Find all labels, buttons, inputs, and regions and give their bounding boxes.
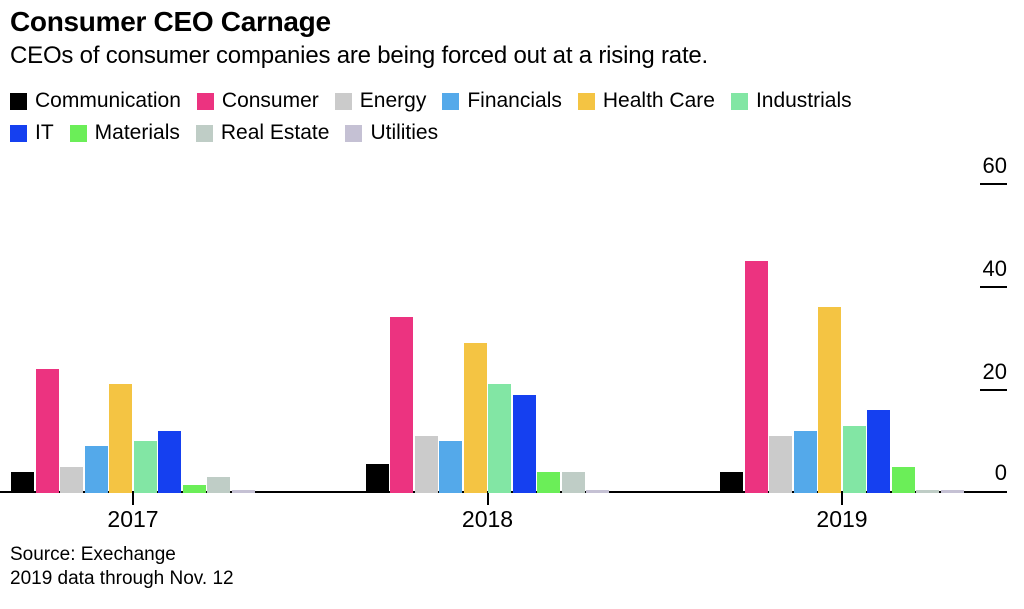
bar-health-care-2018	[463, 343, 487, 493]
x-tick-label-2019: 2019	[816, 506, 868, 532]
x-tick-mark-2019	[841, 493, 843, 505]
legend-item-it: IT	[10, 121, 54, 145]
legend-item-energy: Energy	[334, 89, 427, 113]
legend-label-communication: Communication	[35, 89, 181, 112]
bar-industrials-2017	[133, 441, 157, 493]
legend-row-1: Communication Consumer Energy Financials Hea…	[10, 89, 868, 113]
bar-utilities-2018	[586, 489, 610, 493]
y-tick-mark-60	[980, 182, 1007, 185]
bar-energy-2017	[60, 466, 84, 493]
bar-energy-2019	[769, 435, 793, 493]
y-tick-mark-40	[980, 285, 1007, 288]
chart-legend: Communication Consumer Energy Financials Hea…	[10, 89, 868, 153]
bar-real-estate-2019	[916, 489, 940, 493]
legend-item-industrials: Industrials	[730, 89, 852, 113]
legend-label-energy: Energy	[359, 89, 427, 112]
bar-energy-2018	[414, 435, 438, 493]
source-line-2: 2019 data through Nov. 12	[10, 568, 234, 589]
legend-item-real-estate: Real Estate	[195, 121, 330, 145]
y-tick-label-40: 40	[982, 255, 1007, 281]
legend-swatch-industrials	[730, 92, 748, 110]
legend-swatch-utilities	[345, 124, 363, 142]
legend-swatch-financials	[442, 92, 460, 110]
y-tick-label-0: 0	[994, 460, 1007, 485]
legend-label-consumer: Consumer	[221, 89, 319, 112]
bar-it-2019	[867, 410, 891, 493]
bar-financials-2019	[793, 430, 817, 493]
bar-consumer-2017	[35, 368, 59, 493]
legend-label-financials: Financials	[467, 89, 562, 112]
bar-health-care-2017	[109, 384, 133, 493]
bar-it-2018	[512, 394, 536, 493]
legend-swatch-it	[10, 124, 27, 142]
bar-communication-2019	[720, 471, 744, 493]
legend-row-2: IT Materials Real Estate Utilities	[10, 121, 868, 145]
legend-label-real-estate: Real Estate	[220, 121, 330, 144]
source-note: Source: Exechange 2019 data through Nov.…	[10, 543, 234, 591]
chart-subtitle: CEOs of consumer companies are being for…	[10, 42, 709, 69]
legend-item-materials: Materials	[69, 121, 180, 145]
bar-industrials-2019	[842, 425, 866, 493]
legend-item-financials: Financials	[442, 89, 562, 113]
y-tick-label-60: 60	[982, 152, 1007, 178]
legend-swatch-energy	[334, 92, 352, 110]
y-tick-mark-20	[980, 388, 1007, 391]
bar-materials-2017	[182, 484, 206, 493]
bar-it-2017	[158, 430, 182, 493]
legend-label-industrials: Industrials	[755, 89, 852, 112]
x-tick-mark-2018	[486, 493, 489, 505]
bar-health-care-2019	[818, 307, 842, 493]
bar-consumer-2019	[744, 260, 768, 493]
bar-industrials-2018	[488, 384, 512, 493]
legend-item-utilities: Utilities	[345, 121, 438, 145]
source-line-1: Source: Exechange	[10, 544, 176, 565]
bar-materials-2018	[537, 471, 561, 493]
bar-financials-2018	[439, 441, 463, 493]
bar-financials-2017	[84, 446, 108, 493]
bar-communication-2018	[365, 464, 389, 493]
x-tick-label-2017: 2017	[107, 506, 159, 532]
legend-swatch-health-care	[577, 92, 595, 110]
bar-consumer-2018	[390, 317, 414, 493]
legend-label-materials: Materials	[94, 121, 180, 144]
bar-communication-2017	[11, 471, 35, 493]
legend-swatch-communication	[10, 92, 27, 110]
bar-utilities-2017	[231, 489, 255, 493]
bar-materials-2019	[891, 466, 915, 493]
x-tick-label-2018: 2018	[461, 506, 514, 532]
legend-item-consumer: Consumer	[196, 89, 319, 113]
bar-real-estate-2017	[207, 477, 231, 493]
y-tick-label-20: 20	[982, 358, 1007, 384]
legend-item-health-care: Health Care	[577, 89, 715, 113]
legend-label-it: IT	[35, 121, 54, 144]
bar-real-estate-2018	[561, 471, 585, 493]
legend-label-utilities: Utilities	[370, 121, 439, 144]
legend-swatch-consumer	[196, 92, 214, 110]
legend-swatch-materials	[69, 124, 87, 142]
bar-utilities-2019	[940, 489, 964, 493]
chart-title: Consumer CEO Carnage	[10, 6, 331, 37]
legend-item-communication: Communication	[10, 89, 181, 113]
legend-label-health-care: Health Care	[602, 89, 715, 112]
legend-swatch-real-estate	[195, 124, 213, 142]
x-tick-mark-2017	[132, 493, 134, 505]
